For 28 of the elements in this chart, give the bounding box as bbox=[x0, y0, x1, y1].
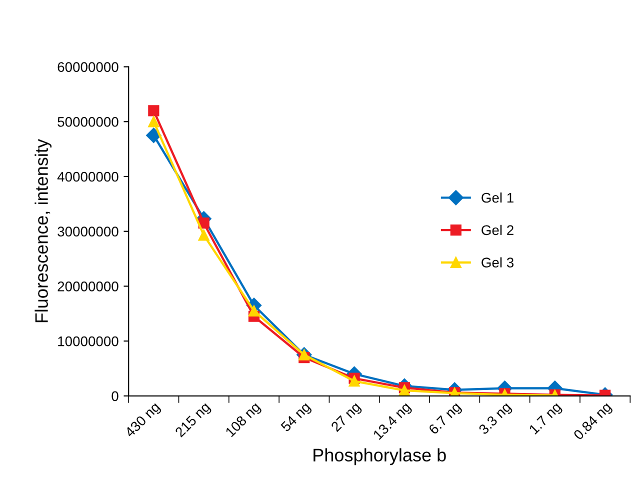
y-tick-label: 20000000 bbox=[58, 282, 118, 292]
x-tick-label: 54 ng bbox=[280, 402, 313, 434]
x-tick-label: 3.3 ng bbox=[478, 402, 514, 437]
y-tick-label: 50000000 bbox=[58, 116, 118, 127]
legend-label: Gel 2 bbox=[482, 224, 514, 236]
x-tick-label: 1.7 ng bbox=[528, 402, 564, 436]
x-tick-label: 6.7 ng bbox=[428, 402, 464, 437]
point bbox=[148, 116, 160, 128]
legend-label: Gel 3 bbox=[482, 257, 514, 268]
y-tick-label: 60000000 bbox=[58, 62, 118, 72]
x-tick-label: 108 ng bbox=[224, 402, 263, 440]
y-tick-label: 40000000 bbox=[57, 172, 118, 182]
x-tick-label: 27 ng bbox=[330, 402, 363, 434]
point bbox=[148, 105, 160, 116]
y-tick-label: 0 bbox=[112, 391, 118, 402]
x-axis-title: Phosphorylase b bbox=[314, 448, 446, 466]
x-tick-label: 430 ng bbox=[124, 402, 162, 440]
point bbox=[198, 230, 210, 241]
point bbox=[398, 384, 410, 396]
point bbox=[146, 128, 162, 143]
legend-label: Gel 1 bbox=[482, 192, 514, 203]
y-axis-title: Fluorescence, intensity bbox=[34, 139, 52, 322]
point bbox=[248, 305, 260, 316]
y-tick-label: 30000000 bbox=[58, 226, 118, 237]
point bbox=[348, 376, 360, 387]
y-tick-label: 10000000 bbox=[58, 336, 118, 346]
x-tick-label: 215 ng bbox=[174, 402, 212, 440]
x-tick-label: 0.84 ng bbox=[572, 402, 614, 442]
